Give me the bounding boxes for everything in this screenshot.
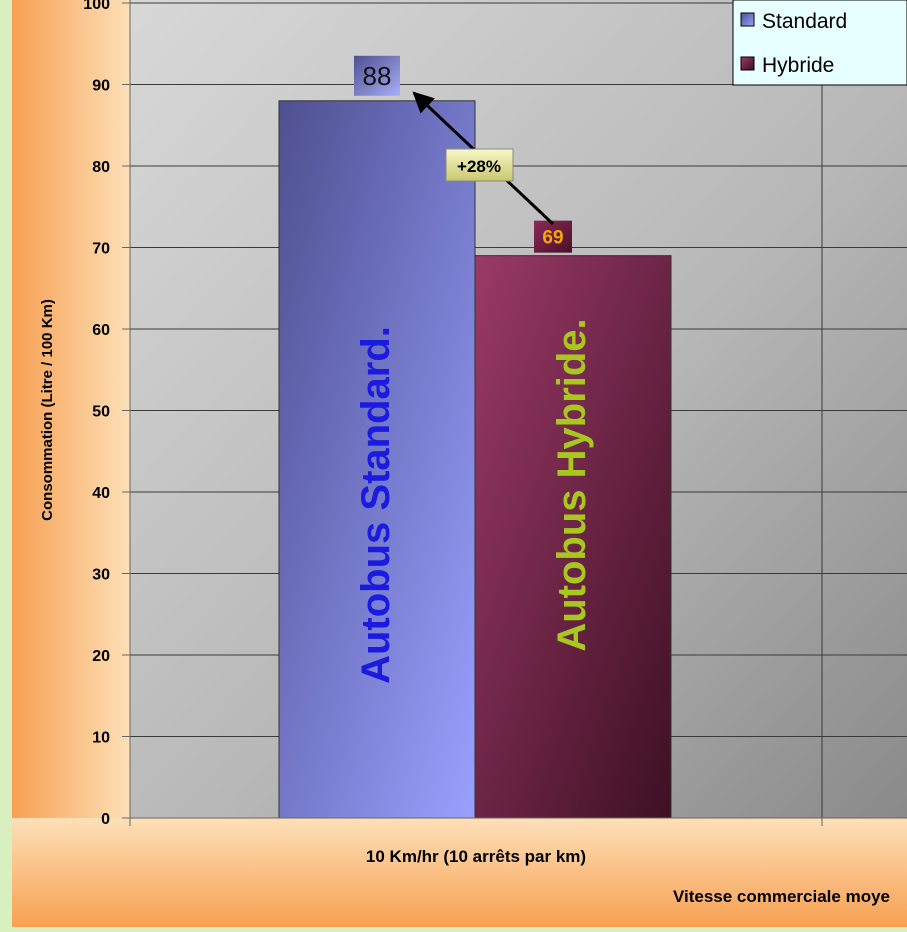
y-tick-label-20: 20	[92, 648, 110, 665]
left-band	[12, 0, 130, 927]
legend-label-standard: Standard	[762, 10, 847, 33]
legend-swatch-standard	[740, 12, 755, 27]
change-annotation-box	[445, 148, 514, 182]
y-tick-label-80: 80	[92, 159, 110, 176]
y-tick-label-90: 90	[92, 78, 110, 95]
x-category-label: 10 Km/hr (10 arrêts par km)	[366, 847, 586, 866]
y-tick-label-40: 40	[92, 485, 110, 502]
bottom-band	[12, 818, 907, 927]
y-tick-label-0: 0	[101, 811, 110, 828]
data-label-hybride: 69	[542, 228, 563, 249]
legend-swatch-hybride	[740, 56, 755, 71]
y-axis-title: Consommation (Litre / 100 Km)	[39, 299, 56, 521]
y-tick-label-70: 70	[92, 241, 110, 258]
y-tick-label-60: 60	[92, 322, 110, 339]
change-annotation: +28%	[412, 91, 555, 226]
data-label-standard: 88	[363, 61, 392, 91]
bars: Autobus Standard. 88 Autobus Hybride. 69	[278, 55, 672, 819]
bar-inner-label-standard: Autobus Standard.	[354, 326, 398, 684]
y-tick-label-10: 10	[92, 730, 110, 747]
data-label-box-hybride	[534, 220, 572, 253]
legend: Standard Hybride	[732, 0, 907, 86]
data-label-box-standard	[354, 55, 400, 96]
legend-box	[732, 0, 907, 86]
y-tick-label-50: 50	[92, 404, 110, 421]
change-annotation-label: +28%	[457, 157, 501, 176]
y-tick-label-30: 30	[92, 567, 110, 584]
bar-hybride	[474, 255, 672, 819]
legend-label-hybride: Hybride	[762, 54, 834, 77]
y-tick-label-100: 100	[83, 0, 110, 13]
y-axis-ticks: 0 10 20 30 40 50 60 70 80 90 100	[83, 0, 130, 828]
x-axis-title: Vitesse commerciale moye	[673, 887, 890, 906]
bar-inner-label-hybride: Autobus Hybride.	[550, 318, 594, 651]
bar-standard	[278, 100, 476, 819]
